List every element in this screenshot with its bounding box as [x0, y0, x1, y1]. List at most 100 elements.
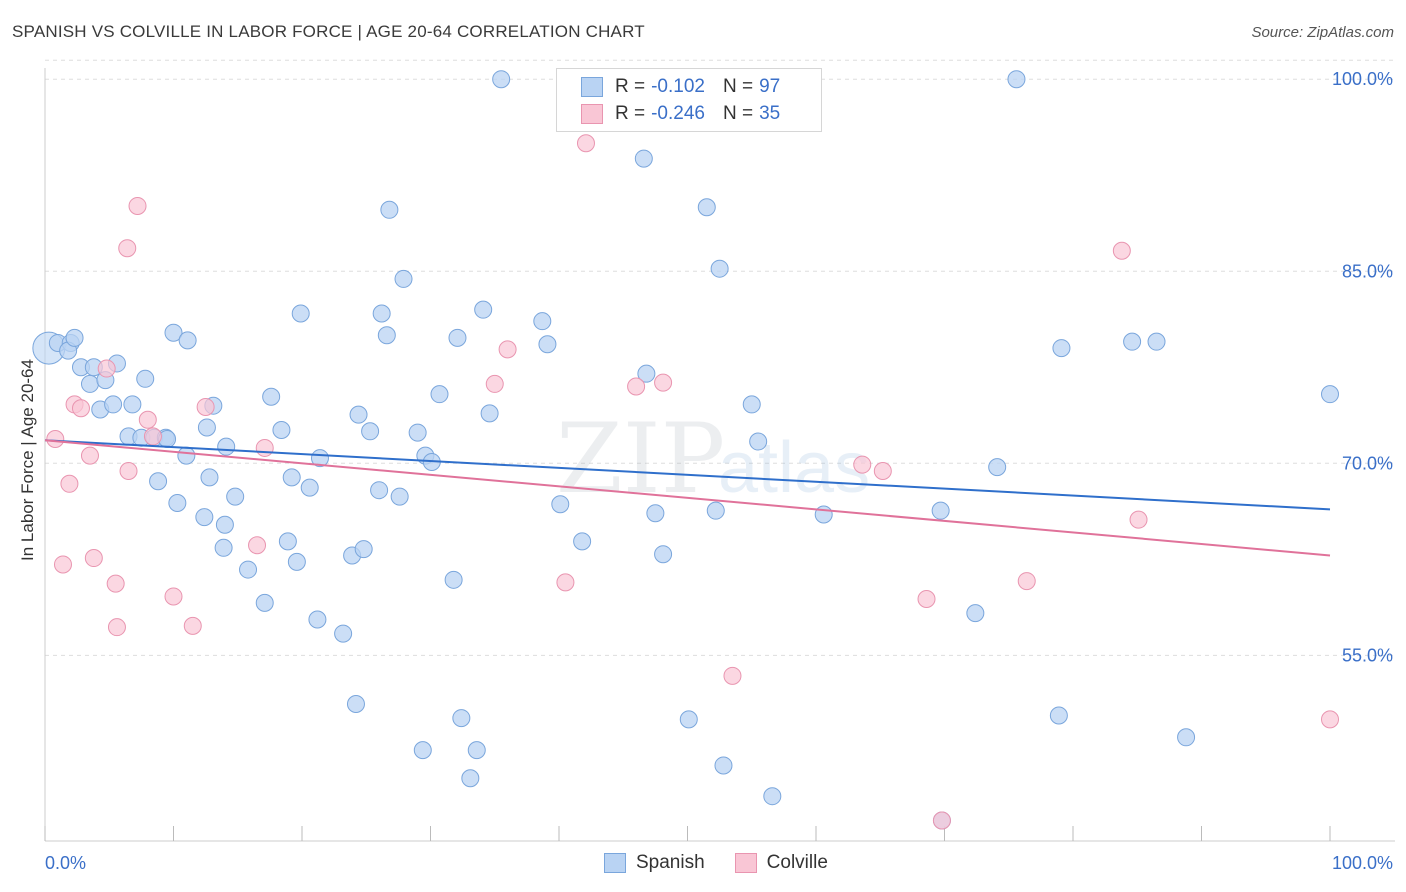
- spanish-point: [1123, 332, 1142, 351]
- y-tick-label: 85.0%: [1342, 261, 1393, 281]
- colville-point: [46, 429, 65, 448]
- legend-swatch-spanish: [581, 77, 603, 97]
- spanish-point: [200, 468, 219, 487]
- colville-point: [1112, 241, 1131, 260]
- spanish-point: [452, 709, 471, 728]
- spanish-point: [1321, 385, 1339, 404]
- spanish-point: [448, 328, 467, 347]
- spanish-point: [123, 395, 142, 414]
- spanish-point: [1049, 706, 1068, 725]
- spanish-point: [1177, 728, 1196, 747]
- spanish-point: [287, 552, 306, 571]
- spanish-point: [226, 487, 245, 506]
- spanish-point: [461, 769, 480, 788]
- y-tick-label: 100.0%: [1332, 69, 1393, 89]
- spanish-point: [931, 501, 950, 520]
- spanish-point: [394, 269, 413, 288]
- colville-point: [71, 399, 90, 418]
- legend-n-label: N =: [722, 103, 754, 124]
- spanish-point: [749, 432, 768, 451]
- trend-lines: [44, 439, 1331, 557]
- spanish-point: [492, 70, 511, 89]
- spanish-point: [354, 540, 373, 559]
- spanish-point: [533, 312, 552, 331]
- colville-point: [196, 397, 215, 416]
- spanish-point: [634, 149, 653, 168]
- colville-point: [853, 455, 872, 474]
- series-swatch-colville: [734, 853, 757, 873]
- legend-r-value: -0.246: [651, 103, 705, 124]
- spanish-point: [763, 787, 782, 806]
- spanish-point: [646, 504, 665, 523]
- spanish-point: [349, 405, 368, 424]
- spanish-point: [136, 369, 155, 388]
- colville-point: [97, 359, 116, 378]
- spanish-point: [291, 304, 310, 323]
- spanish-point: [380, 200, 399, 219]
- colville-point: [1129, 510, 1148, 529]
- spanish-point: [372, 304, 391, 323]
- tick-labels: 55.0% 70.0% 85.0% 100.0% 0.0% 100.0%: [45, 69, 1393, 873]
- colville-point: [107, 618, 126, 637]
- legend-n-label: N =: [722, 76, 754, 97]
- series-label-colville: Colville: [766, 852, 828, 873]
- spanish-point: [679, 710, 698, 729]
- spanish-point: [714, 756, 733, 775]
- series-legend-colville: Colville: [734, 852, 828, 874]
- spanish-point: [538, 335, 557, 354]
- chart-title: SPANISH VS COLVILLE IN LABOR FORCE | AGE…: [12, 22, 645, 41]
- legend-swatch-colville: [581, 104, 603, 124]
- colville-point: [873, 461, 892, 480]
- colville-trend-line: [44, 439, 1331, 557]
- spanish-point: [282, 468, 301, 487]
- legend-r-label: R =: [615, 103, 646, 124]
- axes: [44, 68, 1395, 842]
- spanish-point: [377, 326, 396, 345]
- colville-point: [1321, 710, 1339, 729]
- spanish-point: [573, 532, 592, 551]
- colville-point: [932, 811, 951, 830]
- colville-points: [46, 134, 1339, 830]
- colville-point: [627, 377, 646, 396]
- colville-point: [138, 410, 157, 429]
- spanish-point: [168, 493, 187, 512]
- spanish-point: [164, 323, 183, 342]
- colville-point: [723, 666, 742, 685]
- spanish-point: [217, 437, 236, 456]
- spanish-point: [149, 472, 168, 491]
- colville-point: [1017, 572, 1036, 591]
- spanish-trend-line: [44, 439, 1331, 511]
- y-tick-label: 55.0%: [1342, 645, 1393, 665]
- spanish-point: [80, 374, 99, 393]
- correlation-legend: R = -0.102 N = 97 R = -0.246 N = 35: [556, 68, 822, 132]
- y-axis-label: In Labor Force | Age 20-64: [18, 359, 37, 561]
- legend-row-colville: R = -0.246 N = 35: [581, 102, 780, 126]
- spanish-point: [272, 421, 291, 440]
- legend-r-label: R =: [615, 76, 646, 97]
- spanish-point: [346, 695, 365, 714]
- spanish-point: [467, 741, 486, 760]
- source-credit: Source: ZipAtlas.com: [1251, 24, 1394, 41]
- spanish-point: [65, 328, 84, 347]
- spanish-point: [255, 593, 274, 612]
- spanish-point: [551, 495, 570, 514]
- spanish-point: [104, 395, 123, 414]
- spanish-point: [742, 395, 761, 414]
- spanish-point: [178, 331, 197, 350]
- colville-point: [143, 427, 162, 446]
- spanish-point: [413, 741, 432, 760]
- spanish-point: [197, 418, 216, 437]
- colville-point: [248, 536, 267, 555]
- spanish-point: [474, 300, 493, 319]
- spanish-point: [214, 538, 233, 557]
- legend-row-spanish: R = -0.102 N = 97: [581, 75, 780, 99]
- colville-point: [255, 438, 274, 457]
- colville-point: [128, 196, 147, 215]
- colville-point: [80, 446, 99, 465]
- colville-point: [84, 549, 103, 568]
- spanish-point: [1052, 339, 1071, 358]
- watermark-zip: ZIP: [556, 403, 725, 515]
- spanish-point: [966, 604, 985, 623]
- colville-point: [60, 474, 79, 493]
